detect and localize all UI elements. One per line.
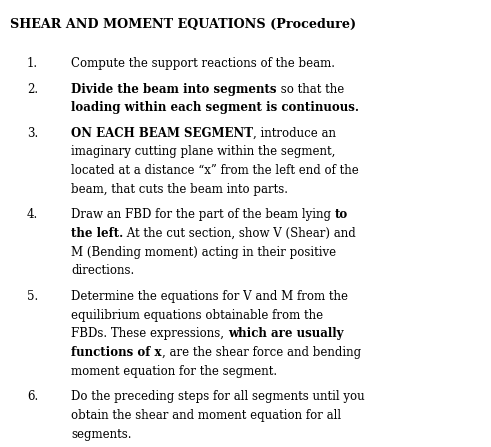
Text: 4.: 4.: [27, 208, 38, 221]
Text: 1.: 1.: [27, 57, 38, 70]
Text: FBDs. These expressions,: FBDs. These expressions,: [71, 327, 228, 340]
Text: Do the preceding steps for all segments until you: Do the preceding steps for all segments …: [71, 390, 365, 403]
Text: ON EACH BEAM SEGMENT: ON EACH BEAM SEGMENT: [71, 127, 253, 139]
Text: Compute the support reactions of the beam.: Compute the support reactions of the bea…: [71, 57, 335, 70]
Text: 2.: 2.: [27, 83, 38, 96]
Text: imaginary cutting plane within the segment,: imaginary cutting plane within the segme…: [71, 145, 335, 158]
Text: which are usually: which are usually: [228, 327, 343, 340]
Text: , introduce an: , introduce an: [253, 127, 336, 139]
Text: the left.: the left.: [71, 227, 123, 240]
Text: 5.: 5.: [27, 290, 38, 303]
Text: Determine the equations for V and M from the: Determine the equations for V and M from…: [71, 290, 348, 303]
Text: beam, that cuts the beam into parts.: beam, that cuts the beam into parts.: [71, 183, 288, 196]
Text: functions of x: functions of x: [71, 346, 162, 359]
Text: M (Bending moment) acting in their positive: M (Bending moment) acting in their posit…: [71, 246, 336, 259]
Text: At the cut section, show V (Shear) and: At the cut section, show V (Shear) and: [123, 227, 356, 240]
Text: moment equation for the segment.: moment equation for the segment.: [71, 365, 277, 378]
Text: segments.: segments.: [71, 428, 132, 441]
Text: SHEAR AND MOMENT EQUATIONS (Procedure): SHEAR AND MOMENT EQUATIONS (Procedure): [10, 18, 356, 31]
Text: loading within each segment is continuous.: loading within each segment is continuou…: [71, 101, 359, 114]
Text: so that the: so that the: [277, 83, 344, 96]
Text: equilibrium equations obtainable from the: equilibrium equations obtainable from th…: [71, 308, 323, 321]
Text: Divide the beam into segments: Divide the beam into segments: [71, 83, 277, 96]
Text: obtain the shear and moment equation for all: obtain the shear and moment equation for…: [71, 409, 341, 422]
Text: 3.: 3.: [27, 127, 38, 139]
Text: to: to: [335, 208, 348, 221]
Text: directions.: directions.: [71, 265, 135, 278]
Text: located at a distance “x” from the left end of the: located at a distance “x” from the left …: [71, 164, 359, 177]
Text: , are the shear force and bending: , are the shear force and bending: [162, 346, 361, 359]
Text: 6.: 6.: [27, 390, 38, 403]
Text: Draw an FBD for the part of the beam lying: Draw an FBD for the part of the beam lyi…: [71, 208, 335, 221]
